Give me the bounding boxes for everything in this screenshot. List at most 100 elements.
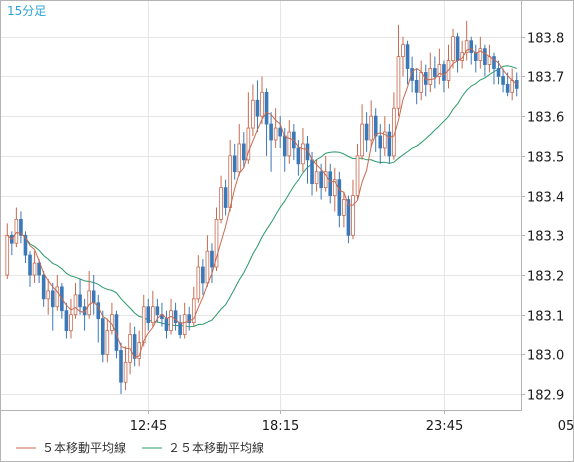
candle-down — [501, 76, 505, 85]
candle-up — [237, 143, 242, 173]
candle-down — [337, 179, 342, 216]
candle-up — [369, 115, 373, 141]
legend-ma5-label: ５本移動平均線 — [42, 440, 126, 455]
candle-up — [69, 314, 73, 331]
candle-up — [141, 306, 146, 343]
candle-up — [182, 314, 187, 335]
x-tick-label: 18:15 — [262, 419, 299, 434]
candle-up — [323, 171, 328, 189]
candle-down — [483, 48, 487, 65]
candle-down — [473, 52, 478, 61]
candle-up — [32, 262, 37, 276]
y-tick-label: 183.1 — [527, 310, 564, 325]
candle-down — [119, 350, 123, 383]
candle-down — [41, 274, 46, 300]
candle-down — [201, 266, 205, 284]
candle-down — [223, 187, 228, 208]
candle-down — [241, 143, 246, 161]
candle-down — [505, 83, 510, 93]
candle-down — [164, 318, 169, 331]
candle-up — [451, 36, 455, 61]
candle-up — [351, 195, 355, 236]
candle-up — [510, 80, 514, 93]
candle-down — [264, 91, 269, 125]
candle-up — [260, 91, 264, 117]
grid-lines — [1, 1, 521, 410]
candle-up — [401, 44, 405, 57]
candle-down — [442, 64, 446, 81]
candle-down — [455, 36, 460, 61]
candle-up — [105, 330, 110, 355]
candle-down — [319, 171, 323, 189]
ma5-line — [6, 48, 518, 359]
candle-down — [433, 68, 437, 77]
candle-up — [360, 123, 364, 157]
candle-up — [123, 361, 128, 383]
candle-up — [196, 266, 201, 300]
candle-down — [64, 310, 69, 331]
x-tick-label: 23:45 — [426, 419, 463, 434]
candle-down — [364, 123, 369, 141]
ma25-series — [6, 65, 517, 328]
candle-up — [419, 72, 424, 93]
candle-down — [414, 80, 419, 93]
candle-down — [296, 147, 301, 165]
candle-down — [100, 318, 105, 355]
candle-down — [328, 171, 333, 196]
timeframe-label: 15分足 — [7, 4, 46, 18]
candle-down — [410, 68, 414, 81]
candle-down — [37, 262, 41, 276]
candle-up — [273, 127, 278, 141]
candle-down — [178, 322, 182, 335]
candle-down — [210, 250, 214, 268]
candle-down — [114, 314, 119, 351]
candle-up — [287, 131, 292, 157]
candle-up — [355, 155, 360, 196]
y-tick-label: 183.3 — [527, 230, 564, 245]
candle-down — [146, 306, 151, 324]
candle-down — [310, 159, 314, 185]
candle-down — [469, 40, 474, 54]
candle-up — [73, 294, 78, 316]
candle-down — [405, 44, 410, 69]
candle-down — [23, 234, 28, 256]
legend: ５本移動平均線 ２５本移動平均線 — [16, 440, 264, 455]
candle-down — [155, 306, 160, 316]
candle-down — [496, 68, 501, 77]
y-axis: 182.9 183.0 183.1 183.2 183.3 183.4 183.5 183.6… — [521, 32, 564, 404]
candle-up — [214, 218, 219, 268]
candle-up — [428, 68, 433, 85]
candle-down — [255, 99, 260, 117]
candle-down — [28, 254, 32, 276]
y-tick-label: 183.6 — [527, 111, 564, 126]
candle-down — [160, 314, 164, 320]
candles — [5, 20, 519, 395]
candle-down — [232, 155, 237, 173]
candle-down — [78, 294, 82, 308]
candle-up — [246, 127, 251, 161]
candle-up — [342, 199, 346, 216]
x-tick-label: 12:45 — [130, 419, 167, 434]
candle-up — [55, 286, 60, 308]
candle-down — [173, 310, 178, 324]
candle-down — [387, 131, 392, 157]
candle-up — [464, 40, 469, 54]
x-axis: 12:45 18:15 23:45 05:15 — [130, 410, 574, 434]
candle-down — [278, 127, 283, 137]
candle-down — [373, 115, 378, 137]
candle-down — [50, 290, 55, 308]
legend-ma25-label: ２５本移動平均線 — [168, 440, 264, 455]
candle-down — [282, 135, 287, 157]
candle-up — [251, 99, 255, 129]
candle-down — [423, 72, 428, 85]
candle-down — [346, 199, 351, 236]
candle-up — [383, 131, 387, 149]
y-tick-label: 183.7 — [527, 71, 564, 86]
ma25-line — [6, 65, 517, 328]
candle-up — [228, 155, 232, 208]
ma5-series — [6, 48, 518, 359]
candle-up — [396, 56, 401, 109]
x-tick-label: 05:15 — [558, 419, 574, 434]
